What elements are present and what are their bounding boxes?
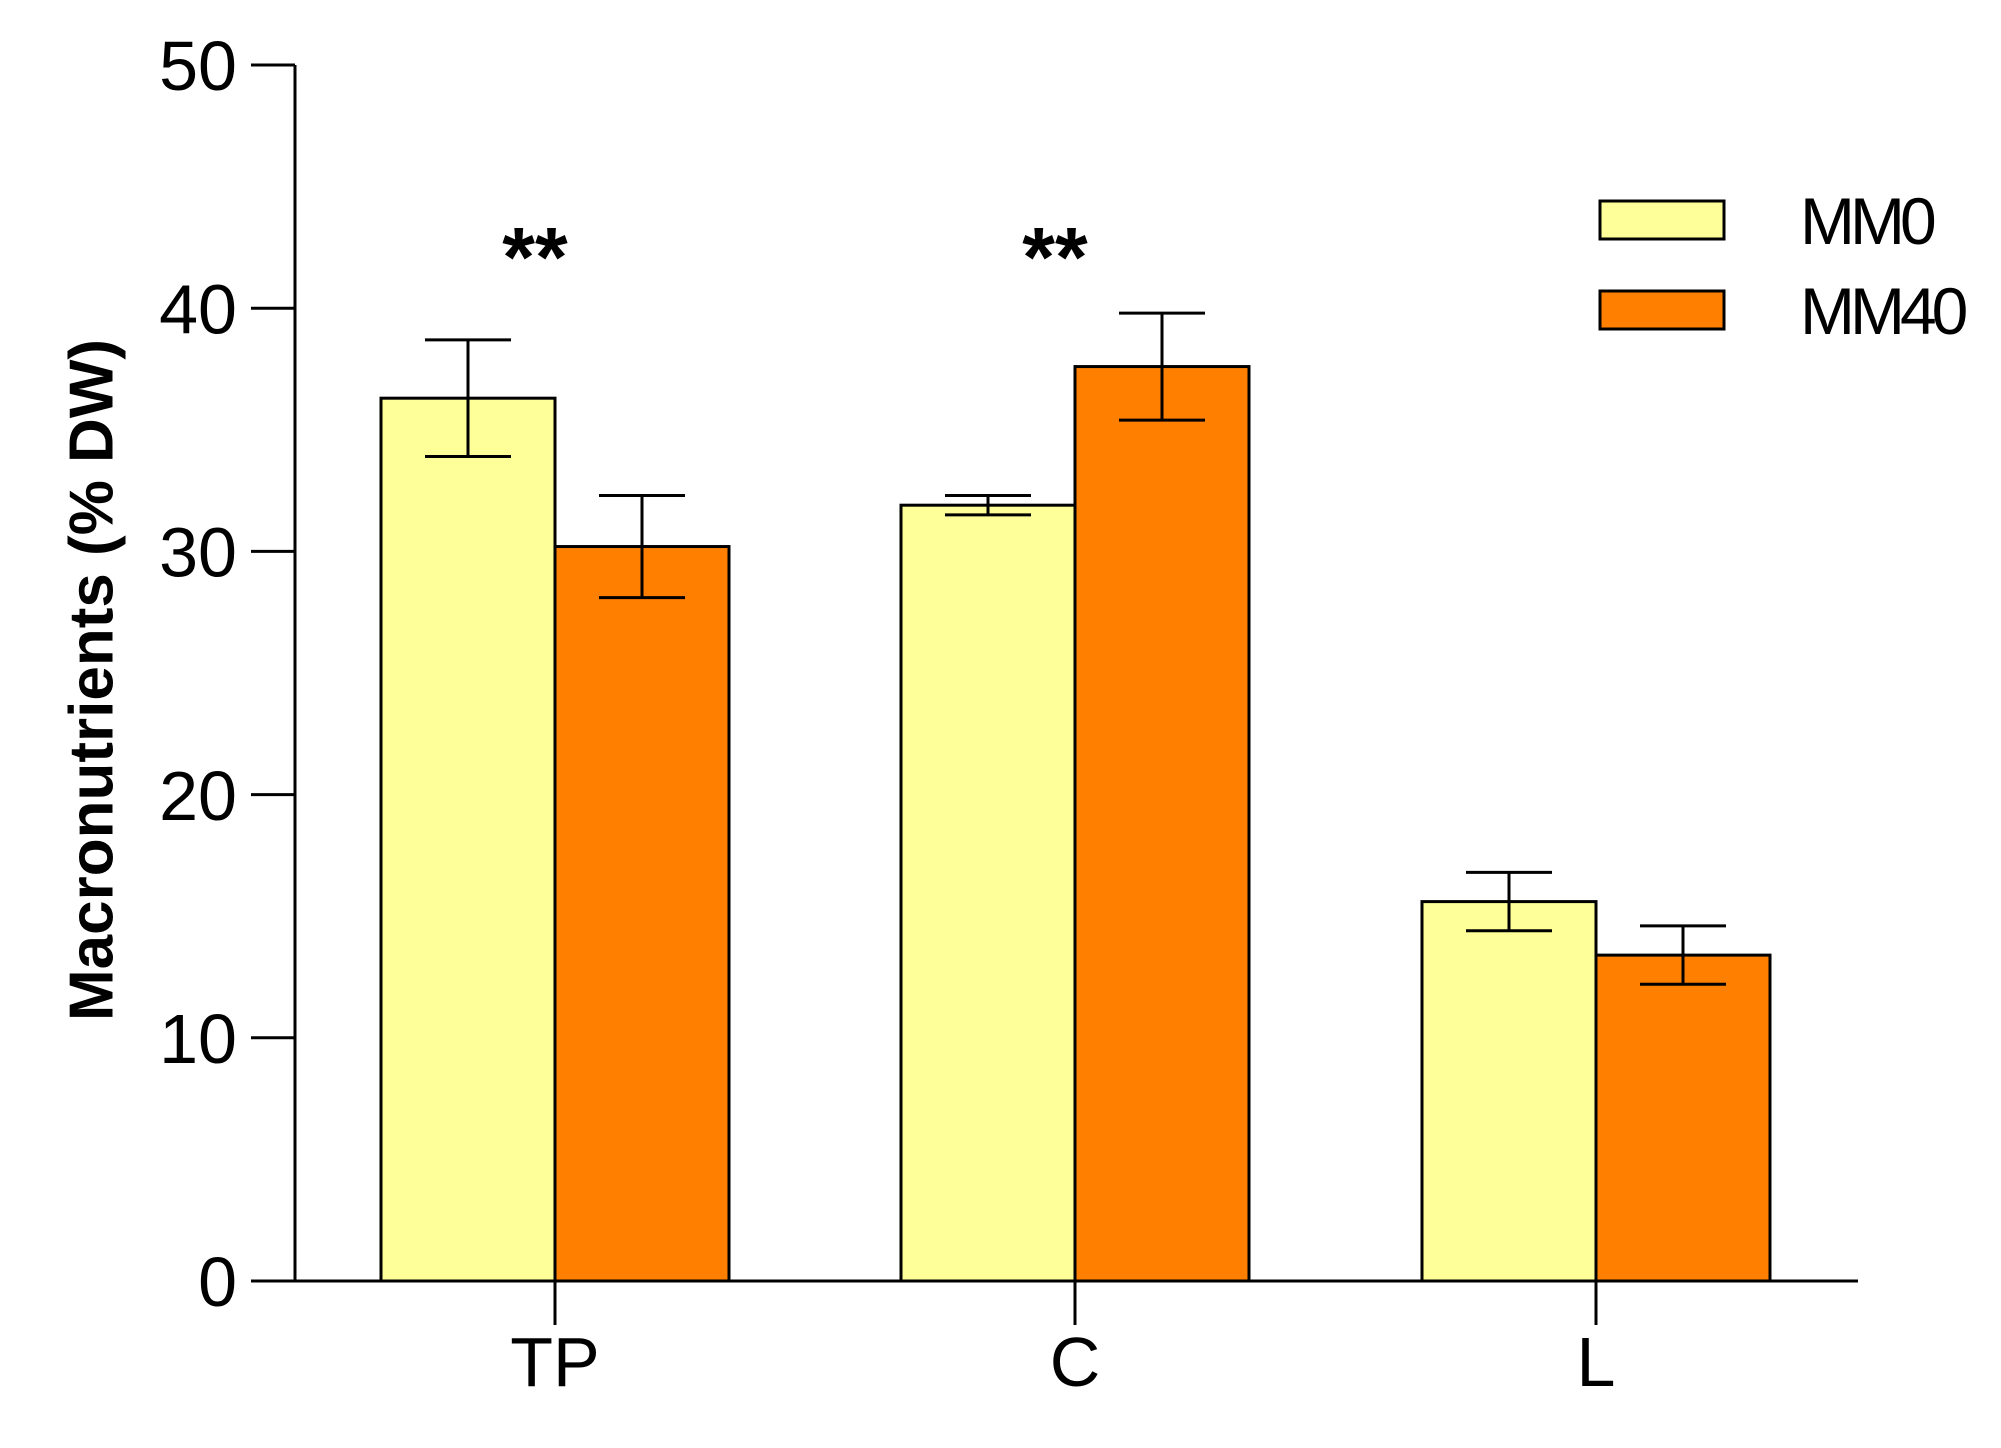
y-tick-label: 0 bbox=[198, 1243, 237, 1321]
bar-mm40-tp bbox=[553, 545, 731, 1283]
error-bar-mm0-c bbox=[945, 493, 1031, 517]
legend: MM0 MM40 bbox=[1598, 184, 1972, 348]
bars-layer bbox=[379, 365, 1772, 1283]
bar-mm40-c bbox=[1073, 365, 1251, 1283]
y-tick-label: 50 bbox=[159, 27, 237, 105]
significance-marker-c: ** bbox=[1022, 210, 1088, 304]
error-bars-layer bbox=[425, 311, 1726, 986]
error-bar-mm0-tp bbox=[425, 338, 511, 459]
y-axis-ticks: 0 10 20 30 40 50 bbox=[159, 27, 295, 1321]
x-tick-label-c: C bbox=[1050, 1323, 1101, 1401]
bar-mm40-l bbox=[1594, 953, 1772, 1283]
legend-swatch-mm40 bbox=[1598, 289, 1726, 331]
x-tick-label-tp: TP bbox=[510, 1323, 599, 1401]
legend-label-mm40: MM40 bbox=[1800, 274, 1967, 348]
y-axis-label: Macronutrients (% DW) bbox=[58, 339, 127, 1021]
y-tick-label: 40 bbox=[159, 270, 237, 348]
significance-annotations: ** ** bbox=[502, 210, 1088, 304]
bar-mm0-l bbox=[1420, 900, 1598, 1283]
error-bar-mm40-tp bbox=[599, 493, 685, 600]
x-axis-ticks: TP C L bbox=[510, 1281, 1615, 1401]
y-tick-label: 20 bbox=[159, 757, 237, 835]
y-tick-label: 30 bbox=[159, 514, 237, 592]
bar-mm0-c bbox=[899, 503, 1077, 1283]
significance-marker-tp: ** bbox=[502, 210, 568, 304]
bar-mm0-tp bbox=[379, 396, 557, 1283]
legend-swatch-mm0 bbox=[1598, 199, 1726, 241]
y-tick-label: 10 bbox=[159, 1000, 237, 1078]
error-bar-mm40-l bbox=[1640, 924, 1726, 986]
error-bar-mm40-c bbox=[1119, 311, 1205, 422]
legend-label-mm0: MM0 bbox=[1800, 184, 1935, 258]
error-bar-mm0-l bbox=[1466, 870, 1552, 933]
x-tick-label-l: L bbox=[1577, 1323, 1616, 1401]
